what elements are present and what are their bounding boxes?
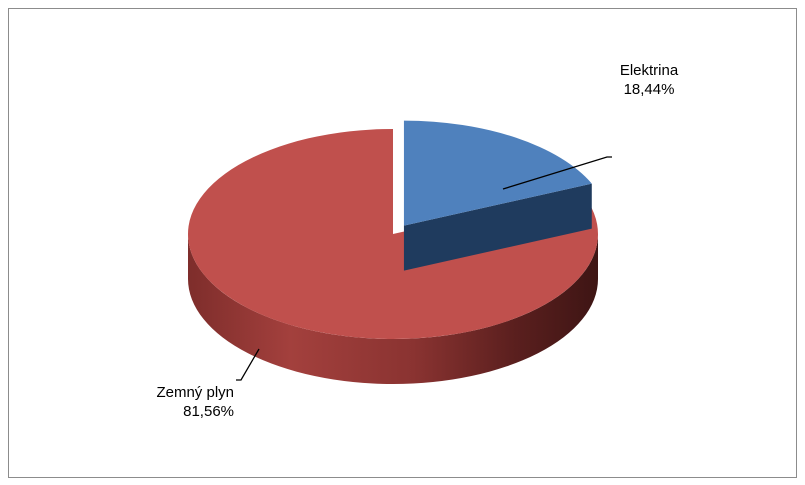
data-label-elektrina: Elektrina 18,44% [569, 61, 729, 99]
value-label-elektrina: 18,44% [623, 81, 675, 98]
pie-side-zemny-plyn [188, 234, 598, 384]
leader-line-elektrina [502, 156, 612, 190]
pie-cut-elektrina [403, 183, 592, 271]
pie-chart [188, 120, 612, 384]
chart-area: Elektrina 18,44% Zemný plyn 81,56% [8, 8, 797, 478]
category-label-zemny-plyn: Zemný plyn [156, 384, 234, 401]
category-label-elektrina: Elektrina [619, 62, 679, 79]
data-label-zemny-plyn: Zemný plyn 81,56% [59, 383, 234, 421]
value-label-zemny-plyn: 81,56% [183, 403, 234, 420]
leader-line-zemny-plyn [236, 348, 260, 381]
pie-slice-elektrina [403, 120, 592, 226]
pie-slice-zemny-plyn [188, 129, 598, 339]
